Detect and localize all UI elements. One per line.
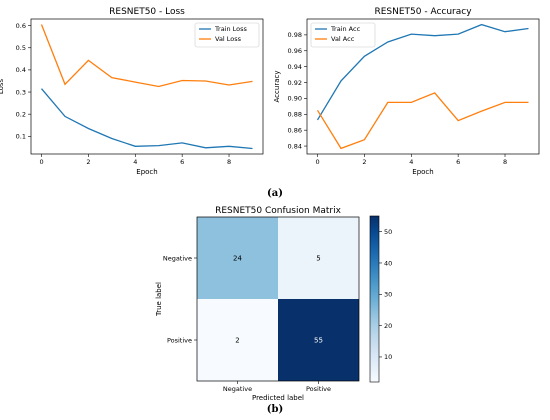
chart-title: RESNET50 Confusion Matrix (215, 206, 342, 216)
x-tick-label: Positive (306, 385, 331, 393)
x-tick-label: 2 (86, 158, 90, 166)
y-tick-label: 0.1 (16, 133, 26, 141)
matrix-cell (197, 299, 278, 381)
colorbar-tick-label: 50 (384, 228, 392, 236)
x-tick-label: 8 (503, 158, 507, 166)
cell-value: 24 (233, 255, 242, 263)
series-line-0 (316, 23, 529, 121)
cell-value: 2 (235, 337, 239, 345)
colorbar-tick-label: 20 (384, 322, 392, 330)
x-axis-label: Predicted label (252, 394, 304, 402)
x-axis-label: Epoch (136, 168, 157, 176)
legend-label: Val Acc (331, 35, 355, 43)
y-tick-label: 0.90 (288, 95, 302, 103)
cell-value: 5 (316, 255, 320, 263)
y-tick-label: 0.4 (16, 66, 26, 74)
colorbar-tick-label: 10 (384, 353, 392, 361)
y-tick-label: 0.6 (16, 22, 26, 30)
x-tick-label: 0 (315, 158, 319, 166)
y-axis-label: Accuracy (273, 71, 281, 103)
matrix-cell (278, 217, 359, 299)
y-tick-label: 0.2 (16, 110, 26, 118)
cell-value: 55 (314, 337, 323, 345)
y-tick-label: 0.88 (288, 111, 302, 119)
legend-label: Val Loss (215, 35, 242, 43)
plot-frame (306, 18, 540, 155)
series-line-0 (41, 88, 253, 150)
x-tick-label: 0 (39, 158, 43, 166)
y-tick-label: 0.84 (288, 142, 302, 150)
legend-label: Train Loss (214, 25, 248, 33)
panel-label-a: (a) (267, 188, 283, 199)
x-tick-label: 2 (362, 158, 366, 166)
x-tick-label: 6 (456, 158, 460, 166)
chart-title: RESNET50 - Loss (109, 7, 185, 17)
x-tick-label: 4 (409, 158, 413, 166)
x-tick-label: 8 (227, 158, 231, 166)
y-tick-label: 0.94 (288, 63, 302, 71)
y-axis-label: True label (155, 282, 163, 317)
x-tick-label: 4 (133, 158, 137, 166)
y-tick-label: 0.98 (288, 31, 302, 39)
y-tick-label: 0.96 (288, 47, 302, 55)
plot-frame (30, 18, 264, 155)
matrix-cell (197, 217, 278, 299)
chart-title: RESNET50 - Accuracy (374, 7, 472, 17)
colorbar-tick-label: 30 (384, 291, 392, 299)
y-axis-label: Loss (0, 78, 5, 94)
y-tick-label: Positive (167, 336, 192, 344)
x-tick-label: Negative (223, 385, 252, 393)
legend-label: Train Acc (330, 25, 361, 33)
x-tick-label: 6 (180, 158, 184, 166)
colorbar (369, 215, 380, 383)
series-line-1 (316, 92, 529, 150)
y-tick-label: Negative (163, 254, 192, 262)
y-tick-label: 0.92 (288, 79, 302, 87)
matrix-cell (278, 299, 359, 381)
loss-chart: RESNET50 - Loss 0 2 4 6 8 0.1 0.2 0.3 0.4 0.5 0.6 Ep… (0, 7, 264, 176)
y-tick-label: 0.5 (16, 44, 26, 52)
y-tick-label: 0.86 (288, 126, 302, 134)
panel-label-b: (b) (267, 404, 283, 415)
colorbar-tick-label: 40 (384, 259, 392, 267)
accuracy-chart: RESNET50 - Accuracy 0 2 4 6 8 0.84 0.86 0.88 0.90… (273, 7, 540, 176)
y-tick-label: 0.3 (16, 88, 26, 96)
matrix-frame (196, 216, 360, 382)
series-line-1 (40, 24, 253, 88)
x-axis-label: Epoch (412, 168, 433, 176)
